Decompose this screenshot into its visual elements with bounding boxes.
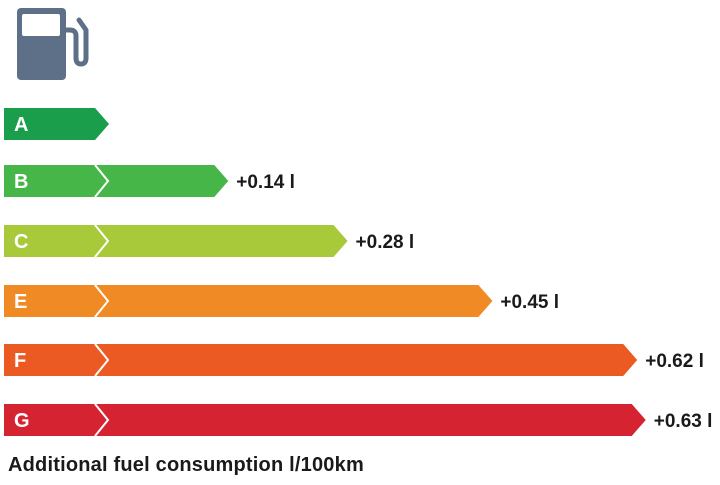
class-label-e: E [14, 291, 27, 313]
value-label-g: +0.63 l [654, 411, 713, 432]
bar-c [4, 225, 348, 257]
bar-c-divider [94, 224, 110, 258]
class-label-a: A [14, 114, 28, 136]
class-label-b: B [14, 171, 28, 193]
value-label-c: +0.28 l [356, 232, 415, 253]
bar-f [4, 344, 638, 376]
bar-e-divider [94, 284, 110, 318]
bar-b [4, 165, 229, 197]
value-label-b: +0.14 l [236, 172, 295, 193]
bar-f-divider [94, 343, 110, 377]
class-label-g: G [14, 410, 30, 432]
x-axis-label: Additional fuel consumption l/100km [8, 454, 364, 476]
bar-g-divider [94, 403, 110, 437]
class-label-f: F [14, 350, 26, 372]
bar-b-divider [94, 164, 110, 198]
bar-g [4, 404, 646, 436]
class-label-c: C [14, 231, 28, 253]
value-label-f: +0.62 l [645, 351, 704, 372]
fuel-pump-icon [17, 8, 89, 80]
bar-a [4, 108, 109, 140]
bar-e [4, 285, 493, 317]
value-label-e: +0.45 l [500, 292, 559, 313]
